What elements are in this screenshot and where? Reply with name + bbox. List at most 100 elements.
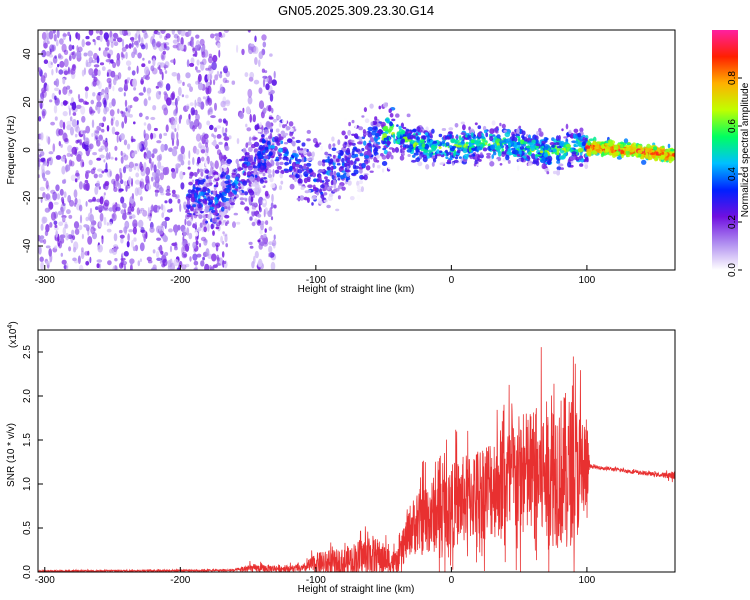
spectrogram-point — [436, 153, 442, 157]
spectrogram-point — [668, 155, 672, 160]
spectrogram-point — [288, 159, 292, 165]
spectrogram-point — [381, 161, 388, 166]
spectrogram-point — [374, 116, 378, 121]
spectrogram-point — [126, 77, 131, 81]
spectrogram-point — [124, 99, 128, 108]
spectrogram-point — [127, 143, 131, 150]
spectrogram-point — [604, 143, 610, 146]
spectrogram-point — [59, 119, 64, 128]
spectrogram-point — [584, 137, 588, 142]
spectrogram-point — [115, 35, 119, 39]
spectrogram-point — [270, 202, 274, 209]
spectrogram-point — [243, 157, 249, 162]
spectrogram-point — [333, 171, 337, 176]
spectrogram-point — [399, 155, 405, 161]
spectrogram-point — [341, 130, 346, 136]
x-tick-label: -300 — [35, 275, 55, 286]
spectrogram-point — [587, 140, 591, 146]
spectrogram-point — [161, 212, 165, 218]
spectrogram-point — [276, 142, 281, 146]
spectrogram-point — [308, 168, 313, 173]
spectrogram-point — [62, 100, 68, 106]
spectrogram-point — [188, 30, 192, 37]
spectrogram-point — [363, 140, 367, 146]
spectrogram-point — [96, 263, 100, 269]
spectrogram-point — [216, 70, 220, 77]
spectrogram-point — [91, 71, 96, 79]
spectrogram-point — [341, 186, 346, 191]
spectrogram-point — [174, 97, 178, 107]
spectrogram-point — [96, 157, 102, 161]
spectrogram-point — [138, 112, 143, 118]
spectrogram-point — [38, 116, 42, 122]
spectrogram-point — [66, 209, 71, 215]
spectrogram-point — [155, 41, 162, 48]
colorbar-label: Normalized spectral amplitude — [740, 82, 750, 217]
spectrogram-point — [54, 116, 58, 121]
spectrogram-point — [275, 161, 280, 167]
spectrogram-point — [335, 158, 340, 163]
spectrogram-point — [52, 30, 56, 34]
spectrogram-point — [95, 30, 100, 34]
spectrogram-point — [588, 138, 595, 142]
spectrogram-point — [144, 66, 150, 76]
spectrogram-point — [104, 140, 109, 148]
spectrogram-point — [563, 136, 568, 139]
spectrogram-point — [68, 107, 71, 117]
spectrogram-point — [653, 146, 657, 151]
spectrogram-point — [217, 214, 222, 218]
spectrogram-point — [114, 131, 120, 136]
spectrogram-point — [47, 60, 54, 69]
spectrogram-point — [190, 107, 195, 116]
spectrogram-point — [265, 220, 269, 226]
spectrogram-point — [265, 83, 270, 91]
spectrogram-point — [158, 133, 163, 140]
spectrogram-point — [347, 180, 352, 186]
spectrogram-point — [556, 160, 561, 164]
spectrogram-point — [223, 107, 228, 111]
spectrogram-point — [69, 199, 75, 207]
spectrogram-point — [418, 146, 424, 150]
spectrogram-point — [78, 224, 83, 231]
spectrogram-point — [572, 133, 577, 139]
spectrogram-point — [320, 194, 325, 199]
spectrogram-point — [323, 192, 328, 196]
spectrogram-point — [74, 178, 78, 183]
spectrogram-point — [260, 220, 265, 225]
spectrogram-point — [88, 56, 94, 64]
spectrogram-point — [261, 159, 265, 164]
spectrogram-point — [122, 212, 127, 221]
spectrogram-point — [192, 157, 195, 165]
spectrogram-point — [84, 86, 89, 92]
spectrogram-point — [417, 161, 423, 167]
spectrogram-point — [175, 116, 178, 122]
spectrogram-point — [406, 113, 411, 118]
spectrogram-point — [43, 238, 47, 245]
spectrogram-point — [171, 72, 178, 77]
spectrogram-point — [111, 212, 117, 222]
spectrogram-point — [230, 202, 235, 206]
spectrogram-point — [200, 149, 206, 154]
spectrogram-point — [63, 49, 69, 55]
spectrogram-point — [306, 176, 311, 181]
spectrogram-point — [293, 153, 299, 159]
spectrogram-point — [99, 62, 105, 66]
spectrogram-point — [56, 39, 59, 47]
spectrogram-point — [109, 36, 115, 44]
spectrogram-point — [228, 193, 233, 198]
snr-series-line — [38, 347, 675, 572]
spectrogram-point — [200, 211, 203, 214]
spectrogram-point — [560, 167, 564, 170]
spectrogram-point — [264, 190, 269, 197]
spectrogram-point — [245, 154, 250, 158]
spectrogram-point — [577, 132, 582, 138]
spectrogram-point — [128, 43, 132, 49]
spectrogram-point — [374, 132, 380, 137]
spectrogram-point — [380, 153, 384, 157]
spectrogram-point — [354, 123, 358, 129]
spectrogram-point — [482, 147, 488, 152]
spectrogram-point — [46, 84, 50, 92]
spectrogram-point — [130, 135, 134, 143]
spectrogram-point — [291, 140, 296, 147]
spectrogram-point — [236, 138, 240, 145]
